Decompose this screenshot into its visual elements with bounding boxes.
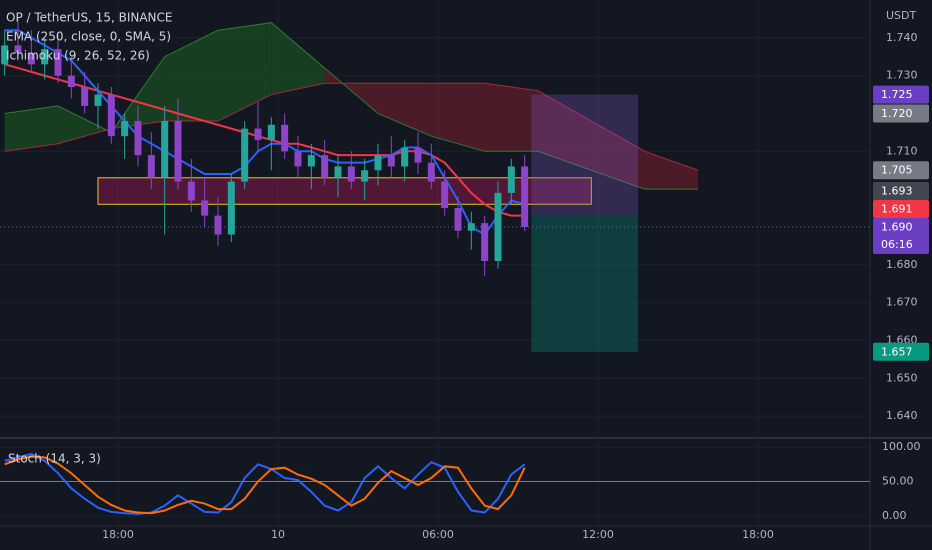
price-tag <box>873 217 929 254</box>
candle-body <box>1 45 9 65</box>
y-tick-label: 1.670 <box>886 296 918 309</box>
candle-body <box>494 192 502 261</box>
candle-body <box>307 155 315 167</box>
price-tag-label: 1.657 <box>881 345 913 358</box>
x-tick-label: 18:00 <box>102 528 134 541</box>
stoch-tick-label: 50.00 <box>882 475 914 488</box>
candle-body <box>241 128 249 182</box>
price-tag-label: 1.693 <box>881 184 913 197</box>
y-tick-label: 1.680 <box>886 258 918 271</box>
y-tick-label: 1.640 <box>886 409 918 422</box>
stoch-line <box>4 452 526 515</box>
indicator-line <box>4 63 525 217</box>
candle-body <box>201 200 209 216</box>
candle-body <box>227 181 235 235</box>
candle-body <box>427 162 435 182</box>
ichimoku-cloud <box>538 90 592 171</box>
candle-body <box>67 75 75 87</box>
y-tick-label: 1.730 <box>886 69 918 82</box>
candle-body <box>161 121 169 178</box>
candle-body <box>374 155 382 171</box>
candle-body <box>454 208 462 231</box>
ichimoku-span <box>4 82 699 171</box>
candle-body <box>54 49 62 76</box>
price-tag <box>873 85 929 104</box>
candle-body <box>94 94 102 106</box>
indicator-label: Ichimoku (9, 26, 52, 26) <box>6 49 150 63</box>
ichimoku-cloud <box>4 105 58 152</box>
candle-body <box>441 181 449 209</box>
candle-body <box>334 166 342 178</box>
ichimoku-cloud <box>58 105 112 144</box>
ichimoku-cloud <box>644 151 698 190</box>
candle-body <box>134 121 142 156</box>
price-tag <box>873 342 929 361</box>
price-tag-label: 1.720 <box>881 107 913 120</box>
y-unit-label: USDT <box>886 9 917 22</box>
price-tag-label: 1.705 <box>881 164 913 177</box>
stoch-line <box>4 455 526 515</box>
candle-body <box>401 147 409 167</box>
price-tag <box>873 161 929 180</box>
ichimoku-cloud <box>431 83 485 152</box>
indicator-label: EMA (250, close, 0, SMA, 5) <box>6 30 171 44</box>
ichimoku-cloud <box>271 22 325 95</box>
candle-body <box>321 155 329 178</box>
price-tag-label: 1.691 <box>881 202 913 215</box>
candle-body <box>481 223 489 261</box>
candle-body <box>281 124 289 152</box>
stoch-label: Stoch (14, 3, 3) <box>8 452 101 466</box>
y-tick-label: 1.650 <box>886 371 918 384</box>
position-stop <box>531 94 638 216</box>
x-tick-label: 06:00 <box>422 528 454 541</box>
position-target <box>531 215 638 352</box>
candle-body <box>387 155 395 167</box>
price-tag <box>873 199 929 218</box>
ichimoku-cloud <box>591 121 645 190</box>
candle-body <box>214 215 222 235</box>
candle-body <box>41 49 49 65</box>
countdown: 06:16 <box>881 238 913 251</box>
candle-body <box>147 155 155 178</box>
ichimoku-cloud <box>324 68 378 114</box>
candle-body <box>27 52 35 65</box>
candle-body <box>294 151 302 167</box>
y-tick-label: 1.710 <box>886 144 918 157</box>
price-tag <box>873 104 929 123</box>
ichimoku-span <box>4 22 698 190</box>
x-tick-label: 10 <box>271 528 285 541</box>
candle-body <box>14 45 22 53</box>
candle-body <box>107 94 115 137</box>
stoch-tick-label: 100.00 <box>882 440 921 453</box>
indicator-line <box>4 29 525 236</box>
candle-body <box>521 166 529 227</box>
candle-body <box>467 223 475 231</box>
candle-body <box>361 170 369 182</box>
candle-body <box>507 166 515 193</box>
stoch-tick-label: 0.00 <box>882 509 907 522</box>
ichimoku-cloud <box>484 83 538 152</box>
candle-body <box>254 128 262 140</box>
price-tag-label: 1.690 <box>881 220 913 233</box>
candle-body <box>347 166 355 182</box>
candle-body <box>81 87 89 106</box>
x-tick-label: 18:00 <box>742 528 774 541</box>
price-tag <box>873 181 929 200</box>
candle-body <box>174 121 182 182</box>
y-tick-label: 1.740 <box>886 31 918 44</box>
candle-body <box>187 181 195 201</box>
ichimoku-cloud <box>378 83 432 137</box>
price-tag-label: 1.725 <box>881 88 913 101</box>
zone-box <box>97 177 592 205</box>
ichimoku-cloud <box>218 22 272 122</box>
x-tick-label: 12:00 <box>582 528 614 541</box>
candle-body <box>121 121 129 137</box>
candle-body <box>414 147 422 163</box>
candle-body <box>267 124 275 140</box>
chart-title: OP / TetherUS, 15, BINANCE <box>6 11 172 25</box>
